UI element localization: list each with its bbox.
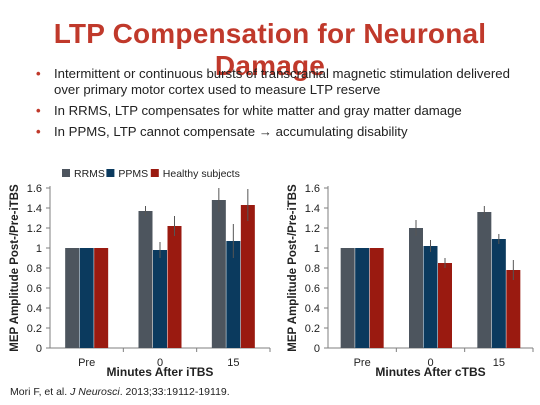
y-tick-label: 0 (314, 343, 320, 355)
x-axis-title: Minutes After iTBS (107, 365, 214, 379)
x-tick-label: 15 (227, 357, 239, 369)
x-axis-title: Minutes After cTBS (375, 365, 485, 379)
slide-title: LTP Compensation for Neuronal Damage (53, 18, 487, 81)
y-tick-label: 0.4 (27, 303, 42, 315)
legend-label-ppms: PPMS (118, 168, 148, 180)
x-tick-label: Pre (354, 357, 371, 369)
citation-details: . 2013;33:19112-19119. (119, 386, 230, 398)
y-tick-label: 1.6 (27, 183, 42, 195)
y-tick-label: 1.2 (305, 223, 320, 235)
bullet-item: • Intermittent or continuous bursts of t… (36, 66, 516, 98)
ctbs-bar-chart: 0 0.2 0.4 0.6 0.8 1 1.2 1.4 1.6 MEP Amplitude Pos… (287, 183, 534, 379)
y-axis-title: MEP Amplitude Post-/Pre-iTBS (287, 184, 299, 352)
bar-rrms-15 (477, 212, 492, 348)
y-tick-label: 0.2 (305, 323, 320, 335)
bullet-text: Intermittent or continuous bursts of tra… (54, 66, 510, 97)
citation: Mori F, et al. J Neurosci. 2013;33:19112… (10, 386, 230, 398)
itbs-bar-chart: 0 0.2 0.4 0.6 0.8 1 1.2 1.4 1.6 MEP Amplitude Pos… (9, 168, 271, 379)
y-tick-label: 1.4 (27, 203, 42, 215)
y-tick-label: 0.6 (27, 283, 42, 295)
y-tick-label: 1 (36, 243, 42, 255)
legend-label-rrms: RRMS (74, 168, 105, 180)
legend-label-healthy-subjects: Healthy subjects (163, 168, 240, 180)
bar-rrms-0 (138, 211, 153, 348)
citation-journal: J Neurosci (70, 386, 120, 398)
y-tick-label: 1.4 (305, 203, 320, 215)
bullet-list: • Intermittent or continuous bursts of t… (36, 66, 516, 145)
y-tick-label: 1.6 (305, 183, 320, 195)
bar-healthy-subjects-pre (369, 248, 384, 348)
x-tick-label: Pre (78, 357, 95, 369)
bullet-text: In PPMS, LTP cannot compensate → accumul… (54, 124, 408, 139)
bar-healthy-subjects-0 (167, 226, 182, 348)
bar-rrms-pre (65, 248, 80, 348)
bar-healthy-subjects-15 (506, 270, 521, 348)
x-tick-label: 15 (493, 357, 505, 369)
y-tick-label: 0.8 (27, 263, 42, 275)
bar-healthy-subjects-15 (240, 205, 255, 348)
bar-ppms-0 (423, 246, 438, 348)
y-axis-title: MEP Amplitude Post-/Pre-iTBS (9, 184, 21, 352)
x-tick-label: 0 (427, 357, 433, 369)
legend-swatch-healthy-subjects (150, 169, 159, 177)
y-tick-label: 0.6 (305, 283, 320, 295)
bar-healthy-subjects-0 (438, 263, 452, 348)
bullet-dot-icon: • (36, 124, 41, 139)
y-tick-label: 1 (314, 243, 320, 255)
bullet-dot-icon: • (36, 66, 41, 81)
y-tick-label: 0 (36, 343, 42, 355)
y-tick-label: 0.4 (305, 303, 320, 315)
bar-rrms-15 (211, 200, 226, 348)
bullet-text: In RRMS, LTP compensates for white matte… (54, 103, 462, 118)
bar-ppms-15 (491, 239, 506, 348)
y-tick-label: 1.2 (27, 223, 42, 235)
x-tick-label: 0 (157, 357, 163, 369)
bullet-item: • In PPMS, LTP cannot compensate → accum… (36, 124, 516, 140)
bar-ppms-pre (355, 248, 370, 348)
bullet-item: • In RRMS, LTP compensates for white mat… (36, 103, 516, 119)
bar-rrms-pre (340, 248, 355, 348)
legend-swatch-ppms (106, 169, 115, 177)
bullet-dot-icon: • (36, 103, 41, 118)
bar-healthy-subjects-pre (94, 248, 109, 348)
legend-swatch-rrms (62, 169, 70, 177)
y-tick-label: 0.8 (305, 263, 320, 275)
bar-ppms-0 (153, 250, 167, 348)
bar-ppms-15 (226, 241, 241, 348)
bar-ppms-pre (79, 248, 94, 348)
y-tick-label: 0.2 (27, 323, 42, 335)
bar-rrms-0 (409, 228, 423, 348)
citation-authors: Mori F, et al. (10, 386, 71, 398)
